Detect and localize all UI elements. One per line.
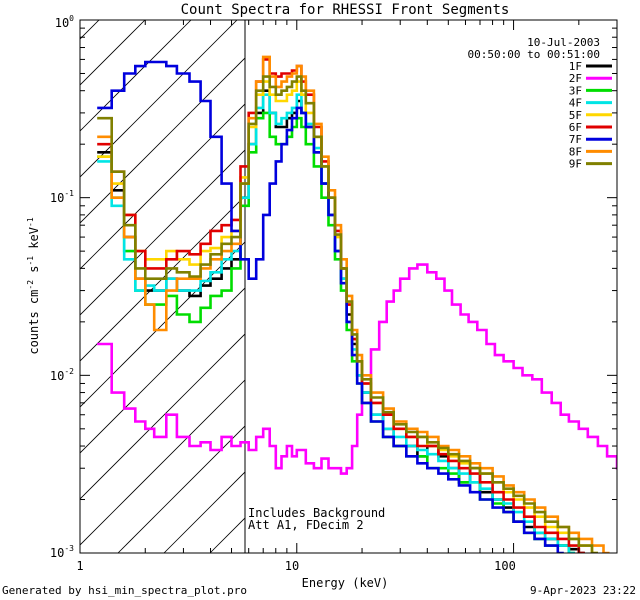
y-tick-label: 10-2	[50, 367, 74, 383]
hatch-line	[80, 20, 238, 178]
series-layer	[97, 55, 617, 553]
legend-label-7F: 7F	[569, 133, 582, 146]
series-2F-line	[97, 263, 617, 475]
legend-label-8F: 8F	[569, 145, 582, 158]
footer-timestamp: 9-Apr-2023 23:22	[530, 584, 636, 597]
x-axis-label: Energy (keV)	[302, 576, 389, 590]
hatch-line	[80, 241, 245, 408]
y-tick-label: 10-3	[50, 544, 74, 560]
y-axis-label: counts cm-2 s-1 keV-1	[26, 217, 41, 354]
legend-time-range: 00:50:00 to 00:51:00	[468, 48, 600, 61]
legend-label-6F: 6F	[569, 121, 582, 134]
y-tick-label: 10-1	[50, 189, 74, 205]
axis-ticks	[79, 19, 618, 554]
x-tick-label: 10	[285, 559, 299, 573]
chart-title: Count Spectra for RHESSI Front Segments	[181, 2, 510, 18]
legend-label-4F: 4F	[569, 97, 582, 110]
legend-label-1F: 1F	[569, 60, 582, 73]
x-tick-label: 100	[494, 559, 516, 573]
series-6F-line	[97, 58, 585, 553]
legend-label-9F: 9F	[569, 158, 582, 171]
series-9F-line	[97, 75, 598, 553]
hatch-line	[117, 425, 245, 553]
legend-label-2F: 2F	[569, 72, 582, 85]
hatch-line	[80, 195, 245, 362]
attenuator-hatch-region	[80, 20, 245, 553]
series-7F-line	[97, 60, 564, 553]
annotation-attenuator: Att A1, FDecim 2	[248, 518, 364, 532]
legend-label-3F: 3F	[569, 84, 582, 97]
y-tick-label: 100	[55, 14, 74, 30]
hatch-line	[80, 333, 245, 500]
annotation-background: Includes Background	[248, 506, 385, 520]
x-tick-label: 1	[76, 559, 83, 573]
series-1F-line	[97, 89, 585, 553]
hatch-line	[80, 149, 245, 316]
plot-frame	[79, 19, 618, 554]
legend-date: 10-Jul-2003	[527, 36, 600, 49]
hatch-line	[80, 20, 100, 40]
hatch-line	[80, 379, 245, 546]
hatch-line	[80, 57, 245, 224]
legend-label-5F: 5F	[569, 109, 582, 122]
footer-generated-by: Generated by hsi_min_spectra_plot.pro	[2, 584, 247, 597]
